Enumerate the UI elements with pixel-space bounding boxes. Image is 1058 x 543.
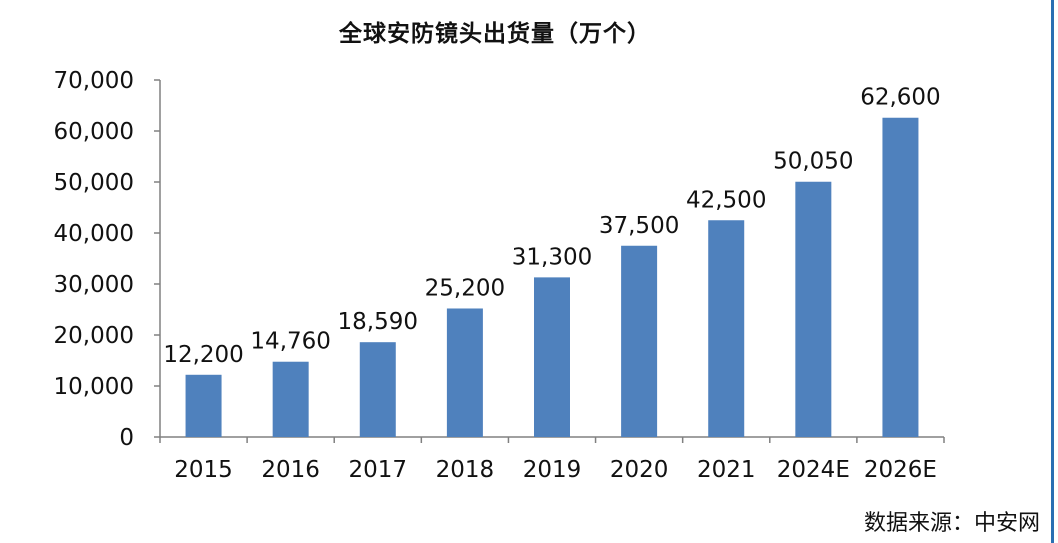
x-category-label-2015: 2015 bbox=[174, 457, 233, 483]
data-label-2016: 14,760 bbox=[250, 329, 330, 355]
data-label-2018: 25,200 bbox=[425, 275, 505, 301]
data-label-2026E: 62,600 bbox=[860, 85, 940, 111]
chart-title: 全球安防镜头出货量（万个） bbox=[339, 20, 651, 47]
bar-2016 bbox=[272, 361, 309, 437]
bar-2018 bbox=[446, 308, 483, 437]
bar-2026E bbox=[882, 117, 919, 438]
data-label-2020: 37,500 bbox=[599, 213, 679, 239]
y-tick-label: 10,000 bbox=[54, 374, 134, 400]
y-tick-label: 70,000 bbox=[54, 68, 134, 94]
bar-2024E bbox=[795, 181, 832, 437]
data-source-note: 数据来源：中安网 bbox=[863, 511, 1040, 536]
bar-2021 bbox=[708, 220, 745, 437]
data-label-2021: 42,500 bbox=[686, 187, 766, 213]
bar-2020 bbox=[621, 245, 658, 437]
x-category-label-2018: 2018 bbox=[436, 457, 495, 483]
x-category-label-2026E: 2026E bbox=[864, 457, 937, 483]
frame-border bbox=[1051, 0, 1054, 543]
x-category-label-2024E: 2024E bbox=[777, 457, 850, 483]
x-category-label-2017: 2017 bbox=[349, 457, 408, 483]
x-category-label-2021: 2021 bbox=[697, 457, 756, 483]
data-label-2015: 12,200 bbox=[163, 342, 243, 368]
y-tick-label: 40,000 bbox=[54, 221, 134, 247]
y-tick-label: 0 bbox=[119, 425, 134, 451]
y-tick-label: 60,000 bbox=[54, 119, 134, 145]
bar-2017 bbox=[359, 342, 396, 437]
y-tick-label: 20,000 bbox=[54, 323, 134, 349]
bar-2019 bbox=[534, 277, 570, 437]
data-label-2017: 18,590 bbox=[338, 309, 418, 335]
data-label-2024E: 50,050 bbox=[773, 149, 853, 175]
y-tick-label: 30,000 bbox=[54, 272, 134, 298]
y-tick-label: 50,000 bbox=[54, 170, 134, 196]
x-category-label-2016: 2016 bbox=[261, 457, 320, 483]
data-label-2019: 31,300 bbox=[512, 244, 592, 270]
x-category-label-2020: 2020 bbox=[610, 457, 669, 483]
x-category-label-2019: 2019 bbox=[523, 457, 582, 483]
bar-2015 bbox=[185, 374, 222, 437]
